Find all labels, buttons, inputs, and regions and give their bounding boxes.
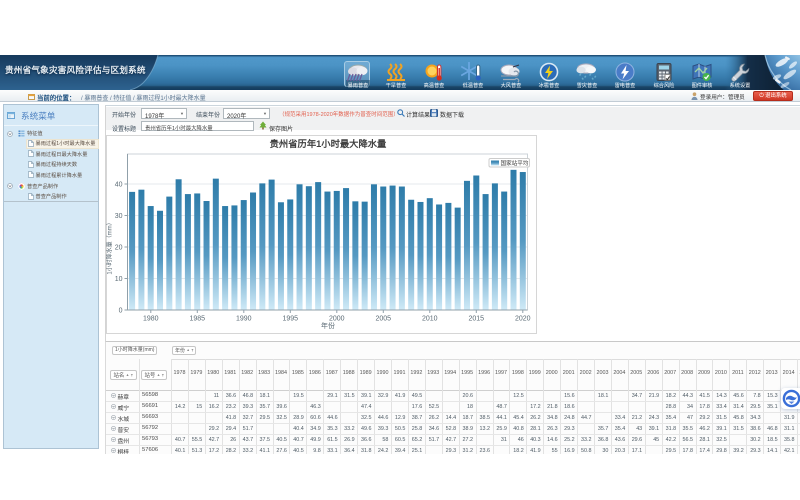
svg-text:1990: 1990 [236, 316, 252, 323]
svg-text:40: 40 [115, 182, 123, 189]
svg-text:国家站平均: 国家站平均 [501, 159, 529, 167]
svg-text:年份: 年份 [321, 321, 335, 330]
svg-text:2000: 2000 [329, 316, 345, 323]
svg-text:30: 30 [115, 213, 123, 220]
svg-text:*: * [594, 76, 597, 82]
svg-text:1小时降水量（mm）: 1小时降水量（mm） [106, 219, 114, 274]
svg-text:1985: 1985 [190, 316, 206, 323]
svg-text:2010: 2010 [422, 316, 438, 323]
svg-text:*: * [584, 76, 587, 82]
svg-text:*: * [582, 78, 585, 82]
svg-text:2005: 2005 [376, 316, 392, 323]
svg-text:1995: 1995 [283, 316, 299, 323]
svg-text:2015: 2015 [469, 316, 485, 323]
svg-text:2020: 2020 [515, 316, 531, 323]
svg-text:*: * [592, 78, 595, 82]
svg-text:1980: 1980 [143, 316, 159, 323]
svg-text:10: 10 [115, 276, 123, 283]
svg-text:20: 20 [115, 245, 123, 252]
svg-text:*: * [579, 74, 582, 80]
svg-text:贵州省历年1小时最大降水量: 贵州省历年1小时最大降水量 [270, 138, 387, 149]
svg-text:*: * [589, 74, 592, 80]
svg-text:0: 0 [119, 308, 123, 315]
